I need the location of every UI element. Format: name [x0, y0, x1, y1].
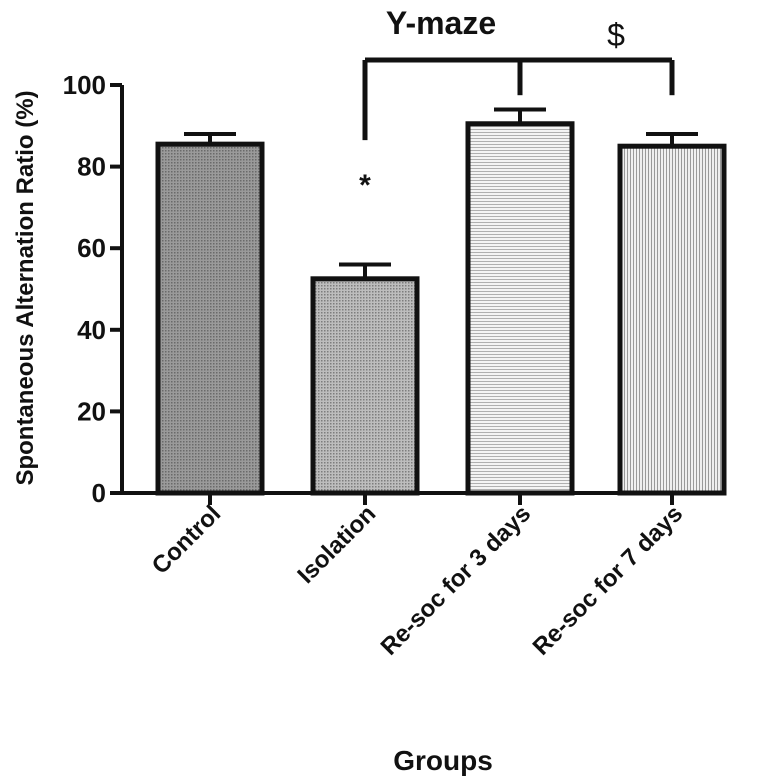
x-tick-label: Re-soc for 7 days	[528, 500, 689, 661]
significance-dollar: $	[607, 17, 625, 53]
y-tick-label: 20	[77, 396, 106, 426]
annotations: *$	[359, 17, 675, 202]
chart-title: Y-maze	[386, 5, 496, 41]
bar-isolation	[310, 276, 420, 496]
y-tick-label: 100	[63, 70, 106, 100]
bars	[155, 121, 727, 496]
x-tick-label: Isolation	[292, 500, 381, 589]
significance-star: *	[359, 169, 371, 202]
y-tick-label: 60	[77, 233, 106, 263]
y-tick-label: 0	[92, 478, 106, 508]
bar-control	[155, 141, 265, 496]
y-axis: 0 20 40 60 80 100	[63, 70, 124, 508]
y-tick-label: 40	[77, 315, 106, 345]
error-bars	[184, 107, 698, 279]
y-axis-label: Spontaneous Alternation Ratio (%)	[12, 90, 39, 485]
y-tick-label: 80	[77, 152, 106, 182]
x-tick-label: Re-soc for 3 days	[376, 500, 537, 661]
x-axis-label: Groups	[393, 745, 493, 776]
bar-re-soc-for-7-days	[617, 143, 727, 496]
x-tick-label: Control	[147, 500, 226, 579]
bar-re-soc-for-3-days	[465, 121, 575, 496]
